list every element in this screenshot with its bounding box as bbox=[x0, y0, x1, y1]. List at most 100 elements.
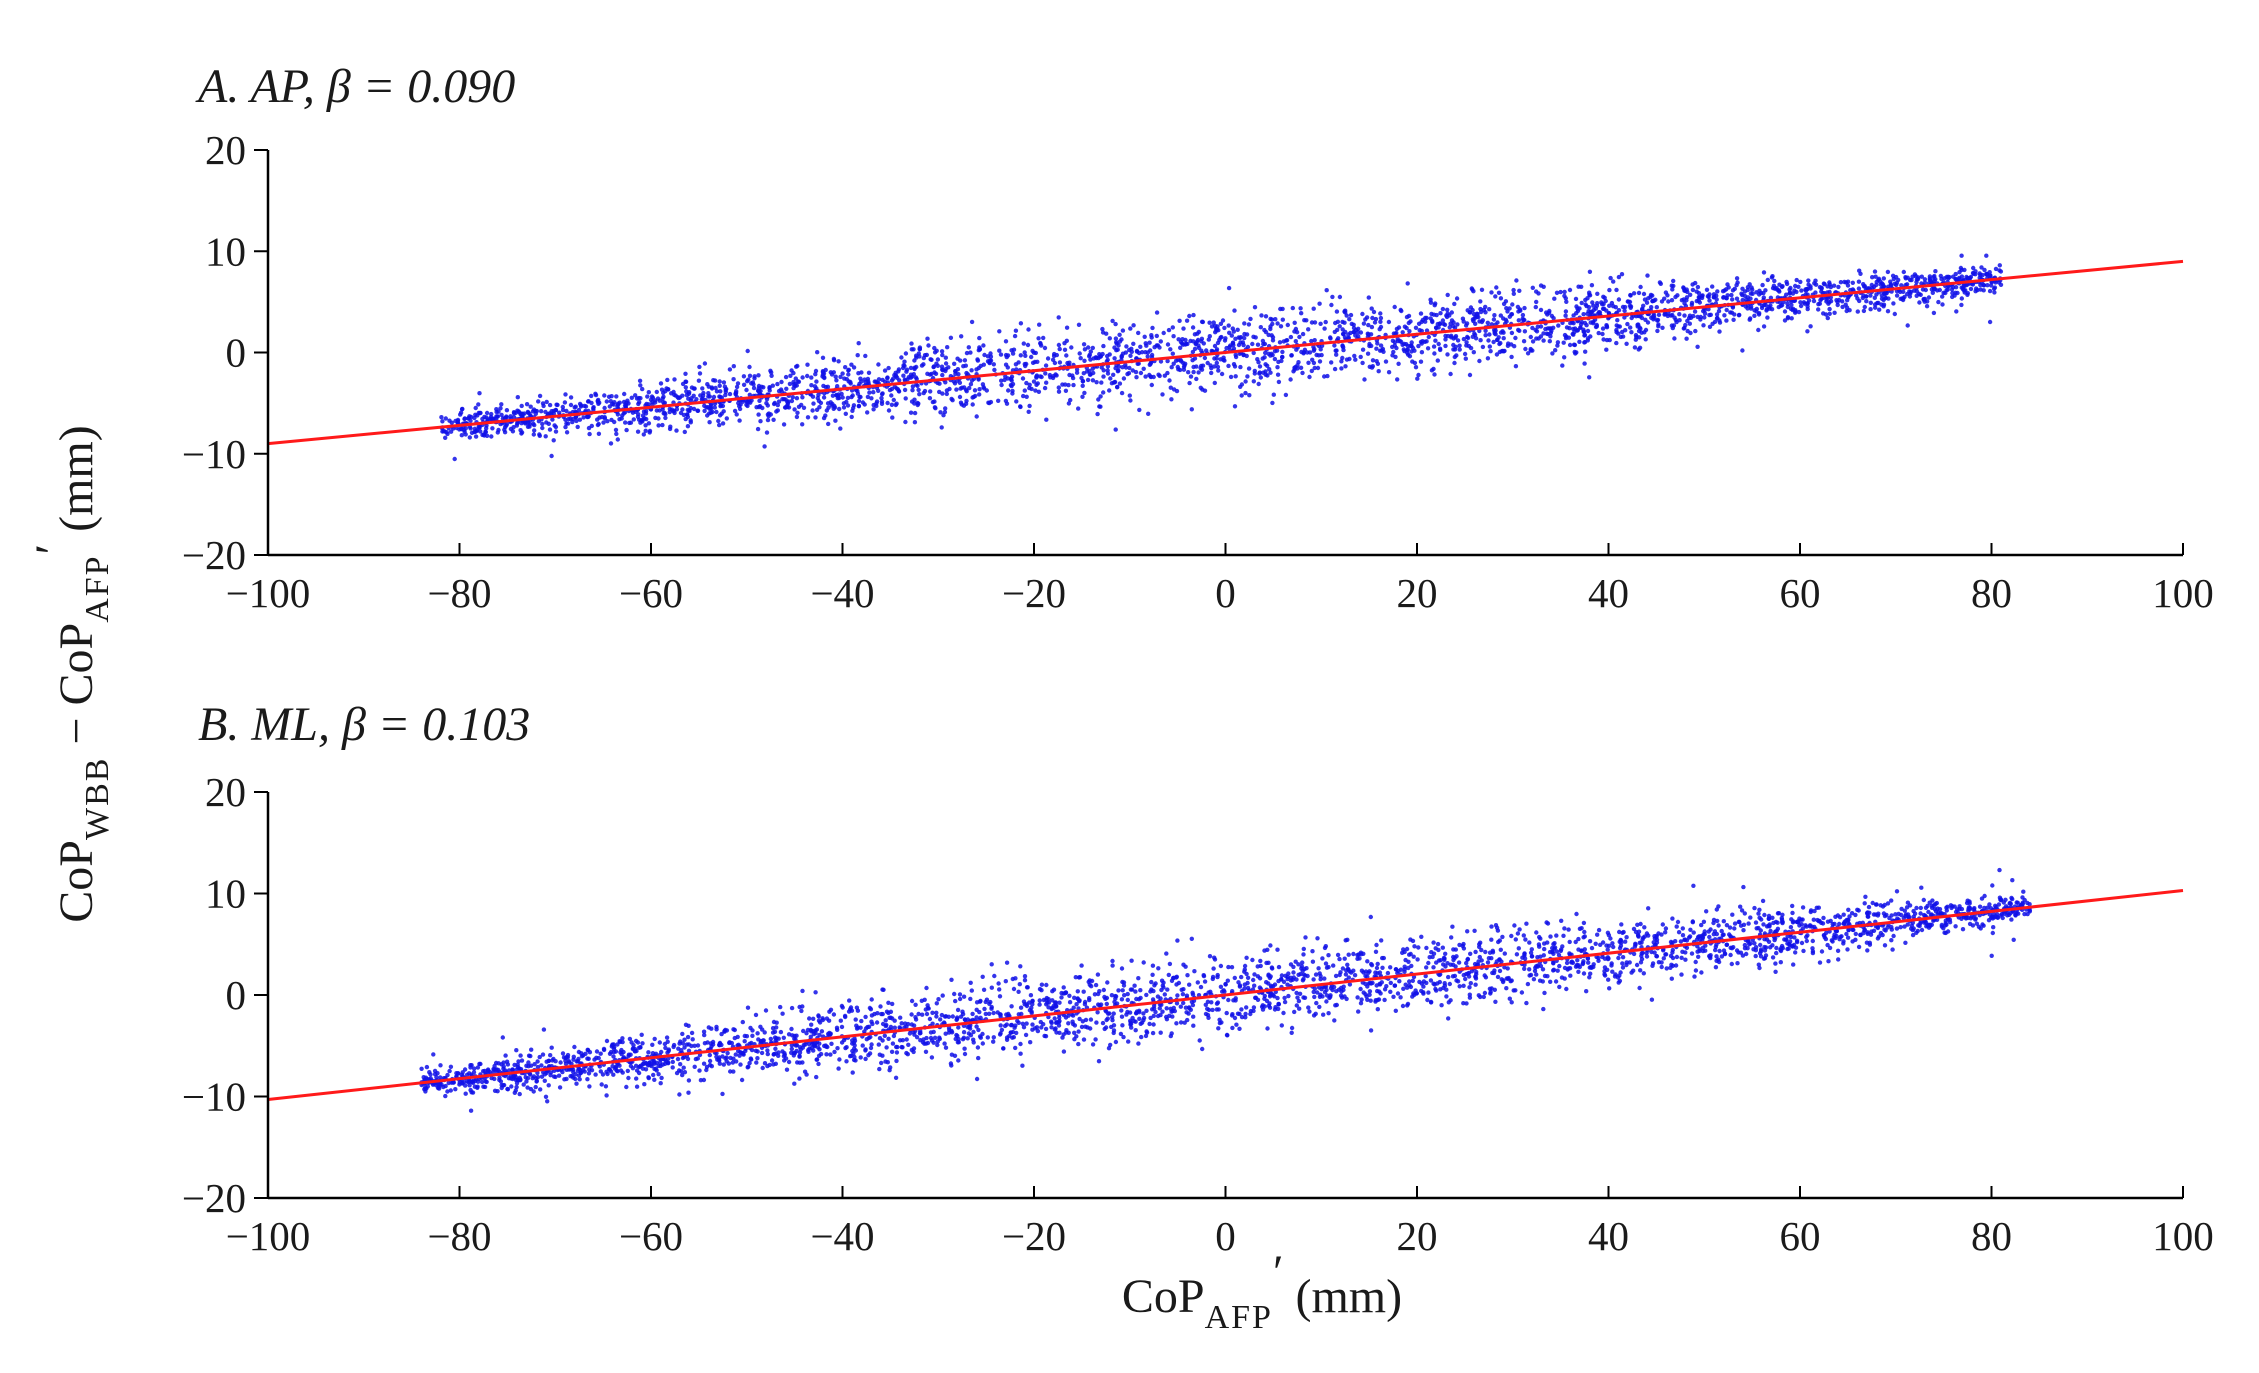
scatter-point bbox=[672, 377, 677, 382]
scatter-point bbox=[1607, 986, 1612, 991]
scatter-point bbox=[601, 420, 606, 425]
scatter-point bbox=[1394, 326, 1400, 332]
scatter-point bbox=[1888, 283, 1894, 288]
scatter-point bbox=[1141, 960, 1146, 965]
scatter-point bbox=[1082, 347, 1088, 352]
scatter-point bbox=[1312, 994, 1317, 1000]
scatter-point bbox=[587, 1084, 592, 1089]
scatter-point bbox=[1729, 961, 1735, 967]
scatter-point bbox=[1144, 992, 1149, 998]
scatter-point bbox=[1292, 1009, 1297, 1015]
scatter-point bbox=[834, 378, 839, 383]
scatter-point bbox=[1505, 309, 1510, 314]
scatter-point bbox=[1218, 984, 1224, 989]
scatter-point bbox=[1788, 306, 1794, 311]
scatter-point bbox=[1321, 1012, 1326, 1017]
scatter-point bbox=[1312, 347, 1317, 352]
scatter-point bbox=[1520, 312, 1526, 318]
scatter-point bbox=[1811, 298, 1817, 304]
x-tick-label: −20 bbox=[1002, 570, 1066, 616]
scatter-point bbox=[1119, 966, 1125, 971]
scatter-point bbox=[1961, 288, 1967, 293]
scatter-point bbox=[1766, 939, 1772, 944]
scatter-point bbox=[805, 373, 810, 379]
scatter-point bbox=[653, 415, 658, 421]
scatter-point bbox=[650, 399, 655, 405]
scatter-point bbox=[577, 1077, 582, 1082]
scatter-point bbox=[1616, 324, 1621, 329]
scatter-point bbox=[1885, 269, 1891, 275]
scatter-point bbox=[1448, 371, 1453, 377]
scatter-point bbox=[1942, 276, 1947, 281]
scatter-point bbox=[1239, 1007, 1244, 1012]
scatter-point bbox=[1731, 317, 1736, 322]
scatter-point bbox=[1189, 407, 1195, 412]
scatter-point bbox=[1424, 339, 1429, 344]
scatter-point bbox=[1061, 985, 1066, 990]
scatter-point bbox=[998, 1023, 1003, 1028]
scatter-point bbox=[1013, 362, 1019, 367]
scatter-point bbox=[1029, 354, 1034, 360]
scatter-point bbox=[723, 389, 728, 395]
scatter-point bbox=[1269, 333, 1274, 338]
scatter-point bbox=[1280, 349, 1285, 355]
scatter-point bbox=[1633, 337, 1639, 342]
scatter-point bbox=[972, 388, 978, 393]
scatter-point bbox=[1349, 321, 1355, 327]
scatter-point bbox=[954, 387, 959, 392]
scatter-point bbox=[1730, 297, 1735, 302]
scatter-point bbox=[1078, 356, 1083, 361]
scatter-point bbox=[1874, 292, 1879, 297]
scatter-point bbox=[665, 377, 670, 383]
scatter-point bbox=[765, 417, 771, 423]
scatter-point bbox=[660, 396, 665, 401]
scatter-point bbox=[685, 424, 691, 429]
scatter-point bbox=[949, 396, 954, 402]
scatter-point bbox=[1856, 286, 1862, 291]
scatter-point bbox=[968, 382, 974, 387]
scatter-point bbox=[1222, 325, 1227, 331]
scatter-point bbox=[764, 430, 770, 435]
scatter-point bbox=[1018, 321, 1024, 326]
scatter-point bbox=[1865, 948, 1870, 953]
scatter-point bbox=[1332, 343, 1337, 348]
scatter-point bbox=[1873, 305, 1878, 310]
scatter-point bbox=[1498, 947, 1504, 952]
scatter-point bbox=[1762, 912, 1767, 918]
scatter-point bbox=[1486, 338, 1491, 343]
scatter-point bbox=[760, 1065, 765, 1071]
scatter-point bbox=[1746, 921, 1751, 926]
scatter-point bbox=[1881, 911, 1887, 916]
scatter-point bbox=[895, 387, 901, 392]
scatter-point bbox=[1165, 370, 1170, 376]
scatter-point bbox=[816, 1061, 821, 1067]
scatter-point bbox=[631, 417, 636, 422]
scatter-point bbox=[1343, 310, 1348, 315]
scatter-point bbox=[1894, 282, 1899, 288]
scatter-point bbox=[1567, 342, 1573, 348]
scatter-point bbox=[1587, 269, 1593, 274]
scatter-point bbox=[809, 1022, 814, 1027]
scatter-point bbox=[767, 388, 772, 393]
scatter-point bbox=[717, 413, 723, 418]
scatter-point bbox=[528, 404, 533, 409]
scatter-point bbox=[1797, 923, 1802, 928]
scatter-point bbox=[537, 432, 542, 437]
scatter-point bbox=[1121, 376, 1127, 381]
scatter-point bbox=[1493, 999, 1498, 1004]
scatter-point bbox=[939, 425, 944, 430]
scatter-point bbox=[1528, 334, 1534, 340]
scatter-point bbox=[1219, 371, 1225, 377]
scatter-point bbox=[1704, 287, 1710, 292]
scatter-point bbox=[1167, 961, 1173, 967]
scatter-point bbox=[1019, 1011, 1024, 1017]
scatter-point bbox=[757, 398, 762, 403]
scatter-point bbox=[1821, 915, 1826, 921]
scatter-point bbox=[886, 365, 891, 371]
scatter-point bbox=[1431, 965, 1436, 970]
scatter-point bbox=[1548, 934, 1553, 939]
scatter-point bbox=[664, 1035, 670, 1040]
scatter-point bbox=[781, 422, 787, 427]
scatter-point bbox=[1263, 362, 1268, 367]
scatter-point bbox=[1360, 360, 1365, 366]
